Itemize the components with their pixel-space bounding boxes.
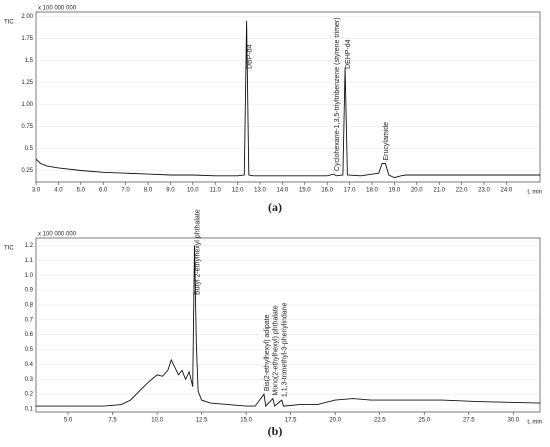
- y-tick-label: 0.1: [25, 407, 34, 413]
- tic-trace: [36, 245, 541, 408]
- peak-annotation: Cyclohexane-1,3,5-triyltribenzene (styre…: [334, 17, 341, 171]
- y-tick-label: 0.9: [25, 288, 34, 294]
- tic-trace: [35, 20, 540, 179]
- x-tick-label: 14.0: [277, 188, 289, 194]
- y-tick-label: 0.25: [21, 168, 33, 174]
- peak-annotation: 1,1,3-trimethyl-3-phenylindane: [282, 302, 289, 397]
- panel-caption: (b): [268, 424, 283, 438]
- x-tick-label: 17.0: [344, 188, 356, 194]
- x-tick-label: 23.0: [478, 188, 490, 194]
- x-tick-label: 17.5: [285, 418, 297, 424]
- peak-annotation: DBP-d4: [246, 44, 253, 69]
- panel-caption: (a): [268, 200, 282, 214]
- x-tick-label: 5.0: [64, 418, 73, 424]
- x-tick-label: 16.0: [321, 188, 333, 194]
- x-tick-label: 5.0: [77, 188, 86, 194]
- y-tick-label: 0.75: [21, 124, 33, 130]
- x-tick-label: 10.0: [187, 188, 199, 194]
- y-scale-label: x 100 000 000: [38, 6, 77, 12]
- y-axis-label: TIC: [4, 246, 14, 252]
- y-tick-label: 0.2: [25, 392, 34, 398]
- x-tick-label: 8.0: [144, 188, 153, 194]
- x-tick-label: 22.0: [456, 188, 468, 194]
- x-tick-label: 6.0: [99, 188, 108, 194]
- y-tick-label: 1.25: [21, 80, 33, 86]
- x-tick-label: 18.0: [366, 188, 378, 194]
- y-tick-label: 1.00: [21, 102, 33, 108]
- y-tick-label: 0.3: [25, 377, 34, 383]
- x-tick-label: 7.0: [121, 188, 130, 194]
- x-tick-label: 7.5: [108, 418, 117, 424]
- x-tick-label: 20.0: [329, 418, 341, 424]
- x-tick-label: 11.0: [210, 188, 222, 194]
- peak-annotation: DEHP-d4: [345, 39, 352, 69]
- x-tick-label: 12.0: [232, 188, 244, 194]
- x-tick-label: 15.0: [299, 188, 311, 194]
- x-tick-label: 24.0: [501, 188, 513, 194]
- x-tick-label: 9.0: [166, 188, 175, 194]
- peak-annotation: Mono(2-ethylhexyl) phthalate: [273, 305, 280, 395]
- x-tick-label: 19.0: [389, 188, 401, 194]
- y-tick-label: 1.2: [25, 243, 34, 249]
- y-tick-label: 1.75: [21, 36, 33, 42]
- x-tick-label: 3.0: [32, 188, 41, 194]
- y-tick-label: 0.4: [25, 362, 34, 368]
- y-tick-label: 0.5: [25, 146, 34, 152]
- x-tick-label: 10.0: [151, 418, 163, 424]
- y-tick-label: 1.5: [25, 58, 34, 64]
- y-axis-label: TIC: [4, 20, 14, 26]
- peak-annotation: Erucylamide: [383, 122, 390, 161]
- y-tick-label: 2.00: [21, 14, 33, 20]
- plot-frame: [35, 237, 541, 413]
- x-tick-label: 25.0: [418, 418, 430, 424]
- peak-annotation: Bis(2-ethylhexyl) adipate: [264, 314, 271, 391]
- x-axis-label: t, min: [527, 190, 542, 196]
- x-tick-label: 13.0: [254, 188, 266, 194]
- x-tick-label: 22.5: [374, 418, 386, 424]
- x-tick-label: 4.0: [54, 188, 63, 194]
- x-axis-label: t, min: [527, 420, 542, 426]
- y-tick-label: 1.1: [25, 258, 34, 264]
- y-tick-label: 0.8: [25, 303, 34, 309]
- x-tick-label: 20.0: [411, 188, 423, 194]
- plot-frame: [35, 11, 541, 183]
- y-tick-label: 0.7: [25, 317, 34, 323]
- y-tick-label: 1.0: [25, 273, 34, 279]
- y-tick-label: 0.5: [25, 347, 34, 353]
- x-tick-label: 21.0: [433, 188, 445, 194]
- x-tick-label: 30.0: [507, 418, 519, 424]
- x-tick-label: 27.5: [463, 418, 475, 424]
- y-tick-label: 0.6: [25, 332, 34, 338]
- y-scale-label: x 100 000 000: [38, 232, 77, 238]
- x-tick-label: 12.5: [196, 418, 208, 424]
- x-tick-label: 15.0: [240, 418, 252, 424]
- peak-annotation: Butyl 2-ethylhexyl phthalate: [194, 209, 201, 295]
